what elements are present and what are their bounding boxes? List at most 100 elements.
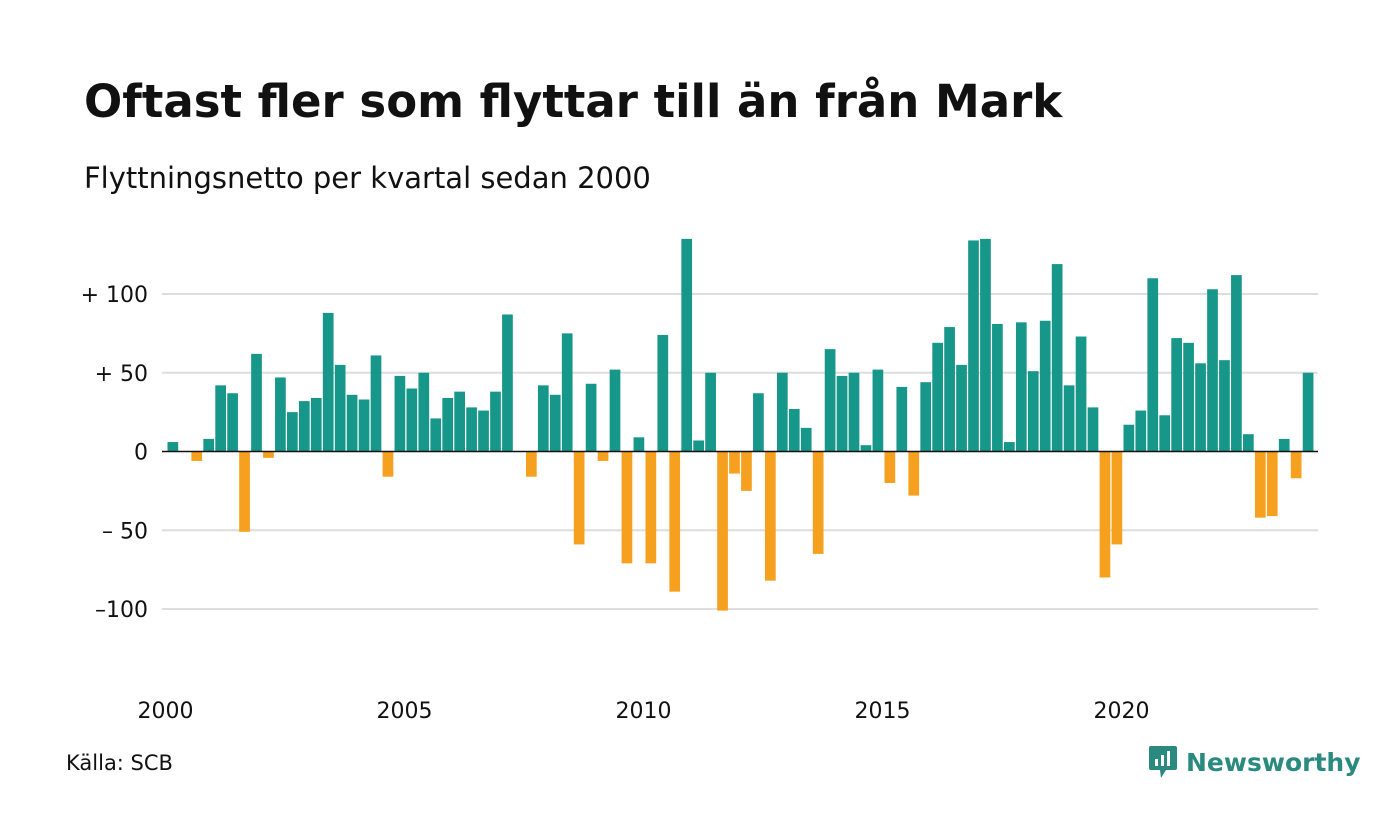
bar	[824, 349, 836, 452]
bar	[776, 372, 788, 452]
bar	[298, 401, 310, 452]
bar	[1051, 264, 1063, 452]
bar	[1207, 289, 1218, 452]
bar	[310, 397, 322, 452]
bar	[597, 451, 609, 461]
x-tick-labels: 2000 2005 2010 2015 2020	[138, 699, 1150, 724]
bar	[287, 412, 298, 452]
bar	[442, 397, 454, 452]
bar	[346, 394, 358, 452]
bar	[1099, 451, 1111, 578]
x-tick-label: 2000	[138, 699, 194, 724]
bar	[1063, 385, 1075, 452]
bar	[1039, 320, 1051, 452]
bar	[1266, 451, 1278, 517]
bar	[657, 334, 669, 452]
bar	[729, 451, 740, 474]
bar	[920, 382, 932, 452]
x-tick-label: 2010	[616, 699, 672, 724]
bar	[1219, 360, 1230, 452]
bar	[406, 388, 418, 452]
newsworthy-logo-text: Newsworthy	[1186, 747, 1361, 777]
x-tick-label: 2005	[377, 699, 433, 724]
bar	[573, 451, 585, 545]
bar	[191, 451, 203, 461]
bar	[681, 238, 693, 452]
y-tick-labels: + 100 + 50 0 – 50 –100	[81, 283, 148, 623]
bar	[215, 385, 226, 452]
bar	[1123, 424, 1135, 452]
chart-subtitle: Flyttningsnetto per kvartal sedan 2000	[84, 161, 651, 195]
bar	[956, 364, 967, 452]
bar	[1302, 372, 1314, 452]
newsworthy-logo: Newsworthy	[1148, 742, 1361, 782]
bar	[394, 375, 406, 452]
bar	[1004, 442, 1015, 452]
bar	[1087, 407, 1099, 452]
bar	[1015, 322, 1027, 452]
bar	[1278, 438, 1290, 452]
bar	[633, 437, 645, 452]
bar	[621, 451, 633, 564]
bar	[944, 327, 955, 452]
bar	[382, 451, 394, 477]
bar	[908, 451, 920, 496]
bar	[1254, 451, 1266, 518]
bar	[1075, 336, 1087, 452]
bar	[872, 369, 884, 452]
bar	[980, 238, 991, 452]
bar	[370, 355, 382, 452]
bar	[705, 372, 716, 452]
bar	[358, 399, 370, 452]
bar	[322, 312, 334, 452]
bar	[800, 427, 812, 452]
bars	[167, 238, 1314, 611]
bar	[848, 372, 860, 452]
gridlines	[162, 293, 1318, 610]
bar	[1171, 338, 1182, 452]
bar	[502, 314, 513, 452]
bar	[275, 377, 286, 452]
bar	[418, 372, 430, 452]
y-tick-label: 0	[134, 441, 148, 466]
bar	[645, 451, 657, 564]
bar	[812, 451, 824, 554]
bar	[1111, 451, 1123, 545]
bar	[263, 451, 274, 458]
y-tick-label: + 100	[81, 283, 148, 308]
bar	[537, 385, 549, 452]
bar	[1183, 342, 1194, 452]
x-tick-label: 2020	[1094, 699, 1150, 724]
bar	[549, 394, 561, 452]
bar	[478, 410, 489, 452]
bar	[490, 391, 501, 452]
bar	[227, 393, 238, 452]
y-tick-label: –100	[95, 598, 148, 623]
x-tick-label: 2015	[855, 699, 911, 724]
bar	[1195, 363, 1206, 452]
y-tick-label: – 50	[102, 519, 148, 544]
bar	[334, 364, 346, 452]
bar	[203, 438, 215, 452]
newsworthy-logo-icon	[1149, 746, 1177, 778]
bar	[167, 442, 179, 452]
bar	[1231, 275, 1242, 452]
bar	[585, 383, 597, 452]
source-note: Källa: SCB	[66, 751, 173, 775]
bar	[1290, 451, 1302, 479]
bar	[1147, 278, 1159, 452]
bar	[526, 451, 537, 477]
bar	[932, 342, 943, 452]
bar	[992, 323, 1003, 452]
bar	[1243, 434, 1254, 452]
bar	[251, 353, 262, 452]
bar	[466, 407, 477, 452]
bar	[896, 386, 908, 452]
bar	[836, 375, 848, 452]
bar	[609, 369, 621, 452]
chart-title: Oftast fler som flyttar till än från Mar…	[84, 75, 1063, 128]
bar	[430, 418, 442, 452]
bar	[968, 240, 979, 452]
bar	[741, 451, 752, 491]
